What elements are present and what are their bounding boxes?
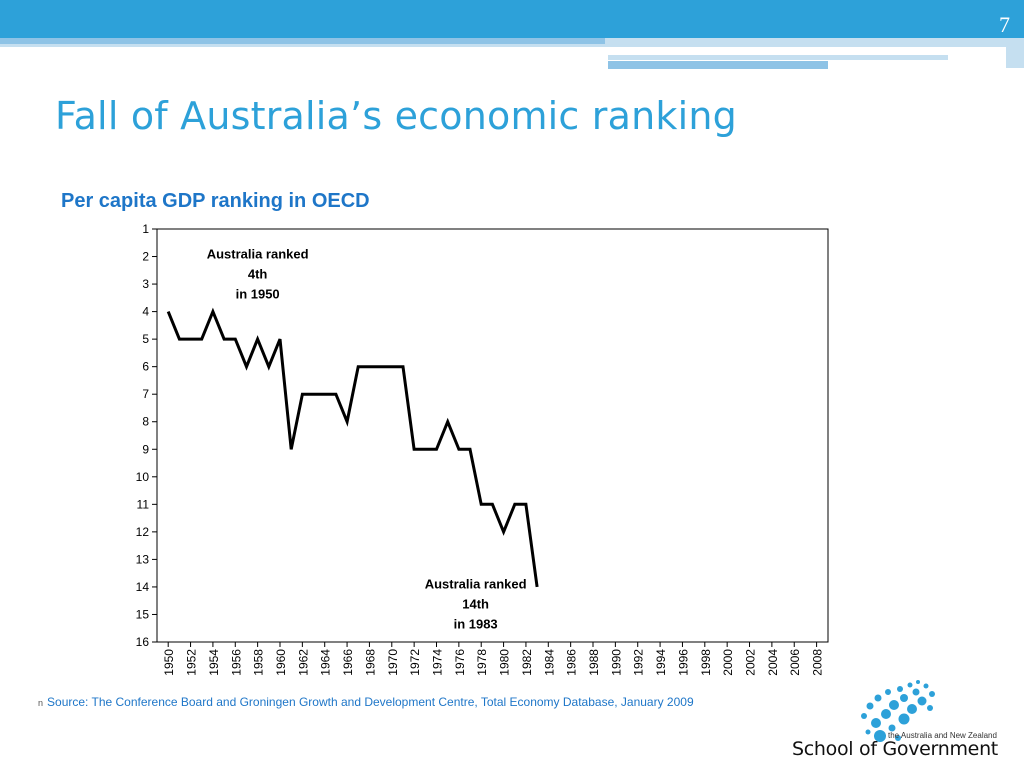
x-tick-label: 2006 (788, 649, 802, 676)
x-tick-label: 1978 (475, 649, 489, 676)
x-tick-label: 2008 (811, 649, 825, 676)
annotation-text: in 1950 (236, 286, 280, 301)
y-tick-label: 5 (142, 332, 149, 346)
y-tick-label: 7 (142, 387, 149, 401)
source-note: n Source: The Conference Board and Gronin… (38, 695, 694, 709)
y-tick-label: 14 (136, 580, 150, 594)
logo-dot (912, 688, 920, 696)
x-tick-label: 1968 (363, 649, 377, 676)
logo-dot (865, 729, 871, 735)
y-tick-label: 10 (136, 470, 150, 484)
x-tick-label: 1992 (632, 649, 646, 676)
x-tick-label: 1966 (341, 649, 355, 676)
x-tick-label: 1960 (274, 649, 288, 676)
x-tick-label: 1954 (207, 649, 221, 676)
x-tick-label: 1952 (185, 649, 199, 676)
logo-small-text: the Australia and New Zealand (888, 731, 997, 740)
logo-dot (861, 713, 867, 719)
y-tick-label: 11 (137, 497, 150, 511)
logo-dot (898, 713, 910, 725)
logo-dot (866, 702, 874, 710)
x-tick-label: 1974 (431, 649, 445, 676)
annotation-text: 14th (462, 597, 489, 612)
annotation-text: 4th (248, 266, 268, 281)
y-tick-label: 15 (136, 607, 150, 621)
logo-dot (907, 682, 913, 688)
logo-dot (881, 709, 891, 719)
logo-dot (874, 730, 886, 742)
x-tick-label: 1982 (520, 649, 534, 676)
x-tick-label: 1962 (296, 649, 310, 676)
x-tick-label: 1998 (699, 649, 713, 676)
logo-dot (917, 696, 927, 706)
x-tick-label: 1990 (609, 649, 623, 676)
annotation-text: Australia ranked (425, 577, 527, 592)
logo-dot (900, 694, 908, 702)
x-tick-label: 2000 (721, 649, 735, 676)
logo-dot (927, 705, 933, 711)
logo-dot (895, 735, 901, 741)
school-logo-dots (861, 680, 935, 742)
x-tick-label: 1980 (498, 649, 512, 676)
annotation-text: in 1983 (454, 617, 498, 632)
x-tick-label: 2004 (766, 649, 780, 676)
slide-title: Fall of Australia’s economic ranking (55, 94, 737, 138)
chart-title: Per capita GDP ranking in OECD (61, 190, 370, 212)
x-tick-label: 1986 (565, 649, 579, 676)
logo-dot (871, 718, 881, 728)
x-tick-label: 1964 (319, 649, 333, 676)
y-tick-label: 2 (142, 250, 149, 264)
y-tick-label: 6 (142, 360, 149, 374)
slide-number: 7 (999, 12, 1010, 37)
x-tick-label: 1956 (229, 649, 243, 676)
y-tick-label: 12 (136, 525, 150, 539)
y-tick-label: 4 (142, 305, 149, 319)
x-tick-label: 1988 (587, 649, 601, 676)
plot-area (156, 228, 829, 643)
logo-dot (923, 683, 929, 689)
logo-big-text: School of Government (792, 738, 998, 760)
logo-dot (916, 680, 920, 684)
y-tick-label: 3 (142, 277, 149, 291)
x-tick-label: 1984 (542, 649, 556, 676)
logo-dot (929, 691, 935, 697)
x-tick-label: 1950 (162, 649, 176, 676)
x-tick-label: 1996 (676, 649, 690, 676)
logo-dot (874, 694, 882, 702)
x-tick-label: 1970 (386, 649, 400, 676)
source-bullet: n (38, 698, 44, 708)
logo-dot (897, 686, 903, 692)
annotation-text: Australia ranked (207, 246, 309, 261)
x-tick-label: 1958 (252, 649, 266, 676)
y-tick-label: 1 (142, 222, 149, 236)
logo-dot (889, 700, 899, 710)
x-tick-label: 1972 (408, 649, 422, 676)
series-line (166, 307, 539, 588)
y-tick-label: 8 (142, 415, 149, 429)
x-tick-label: 1976 (453, 649, 467, 676)
logo-dot (907, 704, 917, 714)
logo-dot (888, 724, 896, 732)
x-tick-label: 2002 (744, 649, 758, 676)
x-tick-label: 1994 (654, 649, 668, 676)
y-tick-label: 13 (136, 552, 150, 566)
source-text: Source: The Conference Board and Groning… (47, 695, 694, 709)
logo-dot (885, 689, 891, 695)
y-tick-label: 9 (142, 442, 149, 456)
y-tick-label: 16 (136, 635, 150, 649)
